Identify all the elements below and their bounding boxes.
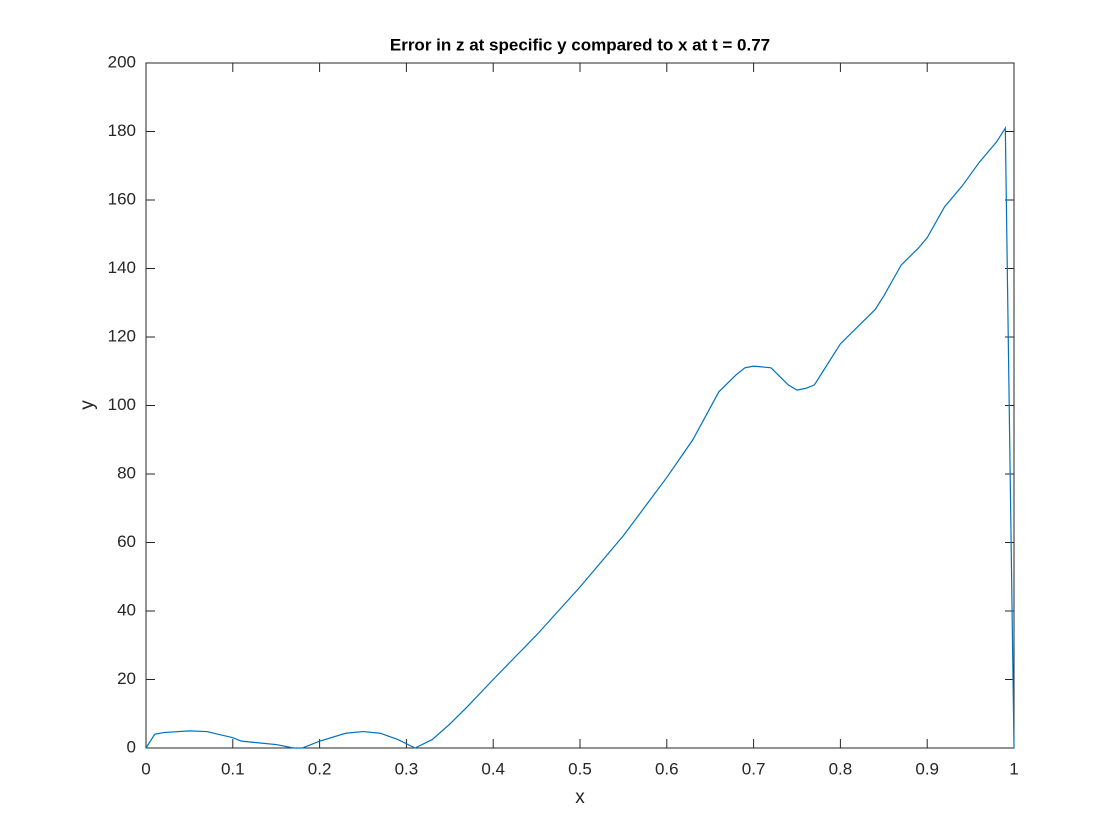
x-tick-label: 0.2 xyxy=(308,759,332,778)
data-line xyxy=(145,126,1015,749)
plot-box xyxy=(145,62,1015,749)
x-tick-label: 0.1 xyxy=(221,759,245,778)
x-tick-label: 0.9 xyxy=(915,759,939,778)
x-tick-label: 0.7 xyxy=(742,759,766,778)
x-axis-label: x xyxy=(575,787,585,808)
y-tick-label: 180 xyxy=(108,121,136,140)
y-tick-label: 0 xyxy=(127,737,136,756)
y-tick-label: 200 xyxy=(108,52,136,71)
x-tick-label: 0.8 xyxy=(829,759,853,778)
y-axis-label: y xyxy=(77,400,98,410)
y-tick-label: 40 xyxy=(117,600,136,619)
x-tick-label: 0.5 xyxy=(568,759,592,778)
y-tick-label: 80 xyxy=(117,463,136,482)
chart-title: Error in z at specific y compared to x a… xyxy=(390,35,770,54)
y-tick-label: 100 xyxy=(108,395,136,414)
x-tick-label: 0 xyxy=(141,759,150,778)
y-tick-label: 160 xyxy=(108,189,136,208)
x-tick-label: 0.6 xyxy=(655,759,679,778)
y-tick-label: 120 xyxy=(108,326,136,345)
x-tick-label: 0.4 xyxy=(481,759,505,778)
x-tick-label: 0.3 xyxy=(395,759,419,778)
y-tick-label: 60 xyxy=(117,532,136,551)
y-tick-label: 140 xyxy=(108,258,136,277)
x-tick-label: 1 xyxy=(1009,759,1018,778)
y-tick-label: 20 xyxy=(117,669,136,688)
